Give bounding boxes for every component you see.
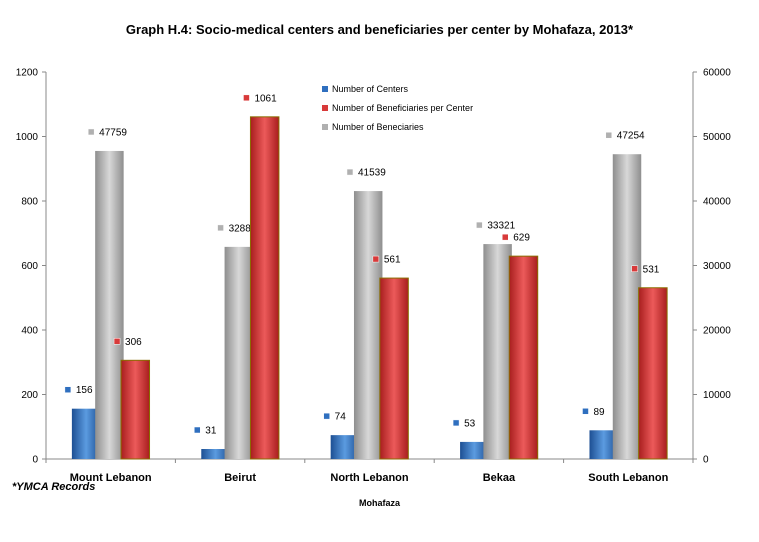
- bar-beneficiaries-per-center: [638, 287, 668, 460]
- data-label-marker: [194, 426, 201, 434]
- data-label: 561: [384, 255, 401, 266]
- bar-centers: [460, 441, 489, 459]
- bar-beneficiaries: [353, 191, 383, 459]
- x-tick-label: South Lebanon: [588, 472, 668, 484]
- y-tick-label-right: 50000: [703, 132, 731, 143]
- legend-label-centers: Number of Centers: [332, 83, 409, 94]
- legend-label-beneficiaries: Number of Beneciaries: [332, 121, 424, 132]
- data-label-marker: [502, 233, 509, 241]
- x-axis-title: Mohafaza: [358, 498, 400, 508]
- y-tick-label-right: 60000: [703, 68, 731, 79]
- bar-beneficiaries: [612, 154, 642, 459]
- x-tick-label: Beirut: [224, 472, 256, 484]
- data-label: 53: [464, 418, 476, 429]
- data-label: 531: [643, 264, 660, 275]
- bar-centers: [201, 449, 230, 459]
- data-label-marker: [243, 94, 250, 102]
- y-tick-label-left: 400: [21, 326, 38, 337]
- bar-beneficiaries: [224, 246, 254, 459]
- y-tick-label-left: 0: [32, 455, 38, 466]
- data-label: 32888: [229, 223, 257, 234]
- data-label: 89: [593, 407, 605, 418]
- bar-beneficiaries-per-center: [120, 359, 151, 460]
- data-label-marker: [372, 255, 380, 263]
- data-label-marker: [631, 265, 638, 273]
- data-label: 629: [513, 233, 530, 244]
- data-label-marker: [476, 221, 483, 229]
- y-tick-label-right: 0: [703, 455, 709, 466]
- data-label-marker: [113, 338, 121, 345]
- data-label-marker: [323, 412, 330, 420]
- data-label: 1061: [254, 93, 277, 104]
- legend-swatch-beneficiaries-per-center: [322, 104, 328, 111]
- data-label: 74: [335, 412, 347, 423]
- x-tick-label: North Lebanon: [330, 472, 408, 484]
- legend-item-beneficiaries-per-center: Number of Beneficiaries per Center: [322, 98, 473, 117]
- legend-label-beneficiaries-per-center: Number of Beneficiaries per Center: [332, 102, 474, 113]
- source-note: *YMCA Records: [12, 481, 96, 493]
- y-tick-label-left: 800: [21, 197, 38, 208]
- data-label-marker: [582, 408, 589, 415]
- legend-item-beneficiaries: Number of Beneciaries: [322, 117, 473, 136]
- legend-item-centers: Number of Centers: [322, 79, 473, 98]
- y-tick-label-left: 1200: [16, 68, 39, 79]
- bar-centers: [330, 435, 360, 459]
- data-label-marker: [605, 131, 613, 139]
- y-tick-label-left: 200: [21, 390, 38, 401]
- y-tick-label-left: 1000: [16, 132, 39, 143]
- data-label: 306: [125, 337, 142, 348]
- y-tick-label-right: 30000: [703, 261, 731, 272]
- data-label-marker: [346, 168, 354, 176]
- bar-beneficiaries-per-center: [379, 277, 409, 460]
- data-label: 156: [76, 385, 93, 396]
- bar-beneficiaries: [483, 244, 512, 459]
- data-label-marker: [64, 386, 72, 393]
- y-tick-label-right: 40000: [703, 197, 731, 208]
- y-tick-label-left: 600: [21, 261, 38, 272]
- data-label: 47254: [617, 131, 645, 142]
- data-label: 41539: [358, 168, 386, 179]
- y-tick-label-right: 20000: [703, 326, 731, 337]
- data-label: 31: [205, 426, 217, 437]
- data-label: 47759: [99, 127, 127, 138]
- legend-swatch-centers: [322, 85, 328, 92]
- data-label-marker: [217, 224, 224, 232]
- data-label: 33321: [487, 221, 515, 232]
- chart-title: Graph H.4: Socio-medical centers and ben…: [125, 22, 634, 37]
- bar-beneficiaries-per-center: [249, 116, 280, 460]
- x-tick-label: Mount Lebanon: [70, 472, 152, 484]
- bar-beneficiaries: [95, 150, 124, 459]
- data-label-marker: [452, 419, 460, 427]
- legend: Number of Centers Number of Beneficiarie…: [322, 79, 473, 136]
- bar-beneficiaries-per-center: [508, 255, 539, 460]
- data-label-marker: [87, 128, 95, 136]
- legend-swatch-beneficiaries: [322, 123, 328, 130]
- x-tick-label: Bekaa: [483, 472, 516, 484]
- y-tick-label-right: 10000: [703, 390, 731, 401]
